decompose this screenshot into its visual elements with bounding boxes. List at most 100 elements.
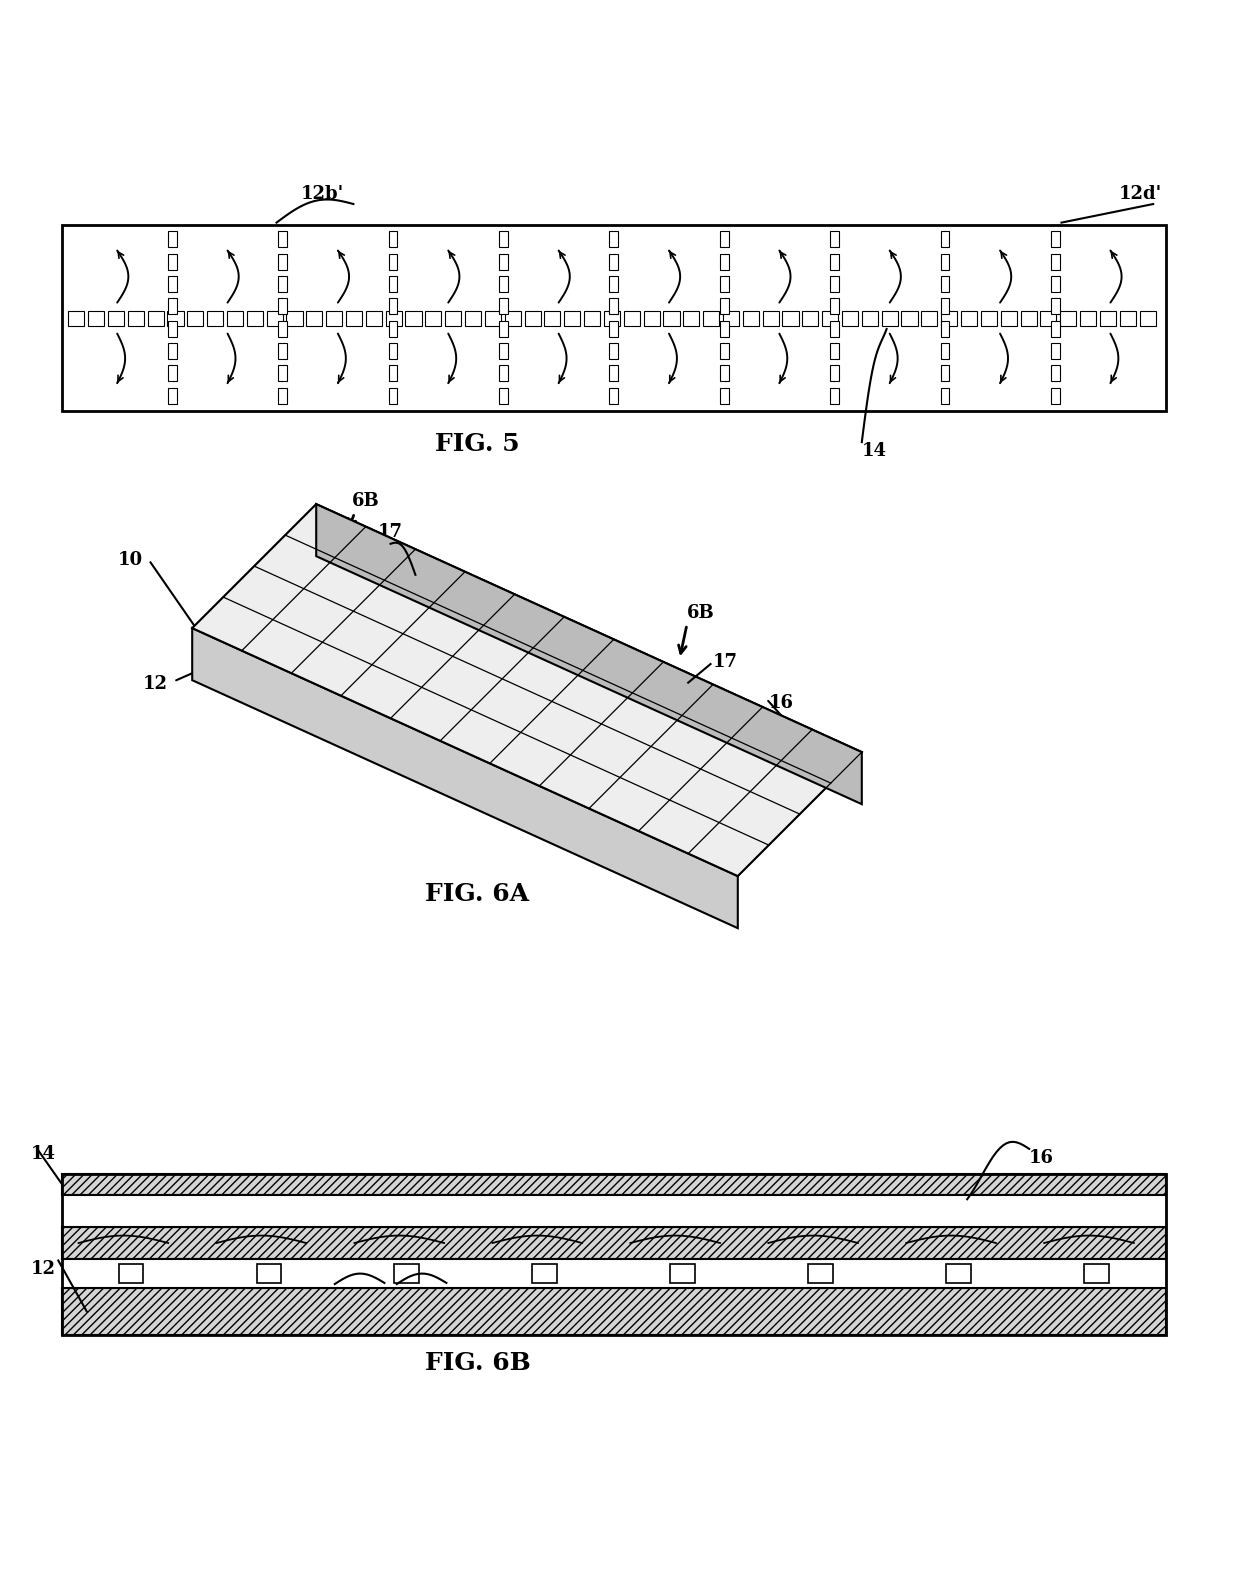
Bar	[366, 310, 382, 326]
Bar	[941, 310, 957, 326]
Bar	[941, 388, 950, 404]
Bar	[831, 320, 839, 337]
Bar	[941, 298, 950, 315]
Bar	[743, 310, 759, 326]
Bar	[941, 320, 950, 337]
Bar	[946, 1265, 971, 1282]
Polygon shape	[192, 504, 862, 877]
Bar	[278, 253, 288, 270]
Text: 12: 12	[31, 1260, 56, 1279]
Bar	[720, 231, 729, 248]
Bar	[389, 253, 397, 270]
Bar	[278, 366, 288, 382]
Bar	[169, 253, 177, 270]
Bar	[720, 344, 729, 360]
Text: 10: 10	[118, 550, 143, 570]
Bar	[498, 320, 508, 337]
Bar	[1052, 320, 1060, 337]
Bar	[498, 253, 508, 270]
Bar	[802, 310, 818, 326]
Bar	[346, 310, 362, 326]
Bar	[1001, 310, 1017, 326]
Bar	[723, 310, 739, 326]
Bar	[389, 388, 397, 404]
Bar	[169, 275, 177, 293]
Bar	[720, 253, 729, 270]
Bar	[389, 298, 397, 315]
Text: 12b: 12b	[564, 1286, 601, 1303]
Bar	[624, 310, 640, 326]
Bar	[763, 310, 779, 326]
Text: 12b': 12b'	[301, 185, 343, 202]
Bar	[267, 310, 283, 326]
Bar	[831, 298, 839, 315]
Bar	[808, 1265, 833, 1282]
Bar	[831, 366, 839, 382]
Bar	[62, 1258, 1166, 1289]
Bar	[610, 253, 619, 270]
Bar	[389, 231, 397, 248]
Text: 6B: 6B	[352, 492, 379, 511]
Bar	[286, 310, 303, 326]
Bar	[498, 366, 508, 382]
Text: 16: 16	[769, 694, 794, 711]
Text: 12: 12	[143, 675, 167, 694]
Bar	[278, 344, 288, 360]
Bar	[720, 298, 729, 315]
Bar	[169, 298, 177, 315]
Bar	[610, 388, 619, 404]
Bar	[278, 388, 288, 404]
Text: FIG. 6A: FIG. 6A	[425, 883, 529, 907]
Bar	[169, 366, 177, 382]
Bar	[62, 1195, 1166, 1227]
Bar	[119, 1265, 144, 1282]
Bar	[1052, 366, 1060, 382]
Bar	[671, 1265, 696, 1282]
Bar	[831, 231, 839, 248]
Bar	[389, 320, 397, 337]
Bar	[1080, 310, 1096, 326]
Bar	[88, 310, 104, 326]
Bar	[1052, 231, 1060, 248]
Bar	[169, 231, 177, 248]
Bar	[278, 298, 288, 315]
Bar	[108, 310, 124, 326]
Bar	[831, 253, 839, 270]
Bar	[1084, 1265, 1109, 1282]
Bar	[389, 275, 397, 293]
Bar	[306, 310, 322, 326]
Bar	[610, 298, 619, 315]
Text: 6B: 6B	[687, 605, 714, 622]
Bar	[62, 1174, 1166, 1195]
Text: 12d': 12d'	[1120, 185, 1162, 202]
Bar	[831, 275, 839, 293]
Polygon shape	[192, 628, 738, 928]
Bar	[610, 344, 619, 360]
Bar	[62, 1174, 1166, 1335]
Bar	[62, 224, 1166, 410]
Bar	[532, 1265, 557, 1282]
Bar	[822, 310, 838, 326]
Text: 17: 17	[378, 523, 403, 541]
Bar	[683, 310, 699, 326]
Bar	[498, 275, 508, 293]
Bar	[831, 344, 839, 360]
Bar	[389, 366, 397, 382]
Bar	[169, 388, 177, 404]
Bar	[247, 310, 263, 326]
Bar	[278, 320, 288, 337]
Bar	[128, 310, 144, 326]
Bar	[465, 310, 481, 326]
Bar	[663, 310, 680, 326]
Bar	[405, 310, 422, 326]
Bar	[720, 366, 729, 382]
Bar	[425, 310, 441, 326]
Bar	[1100, 310, 1116, 326]
Bar	[720, 388, 729, 404]
Bar	[564, 310, 580, 326]
Bar	[720, 320, 729, 337]
Bar	[148, 310, 164, 326]
Bar	[525, 310, 541, 326]
Bar	[498, 388, 508, 404]
Bar	[720, 275, 729, 293]
